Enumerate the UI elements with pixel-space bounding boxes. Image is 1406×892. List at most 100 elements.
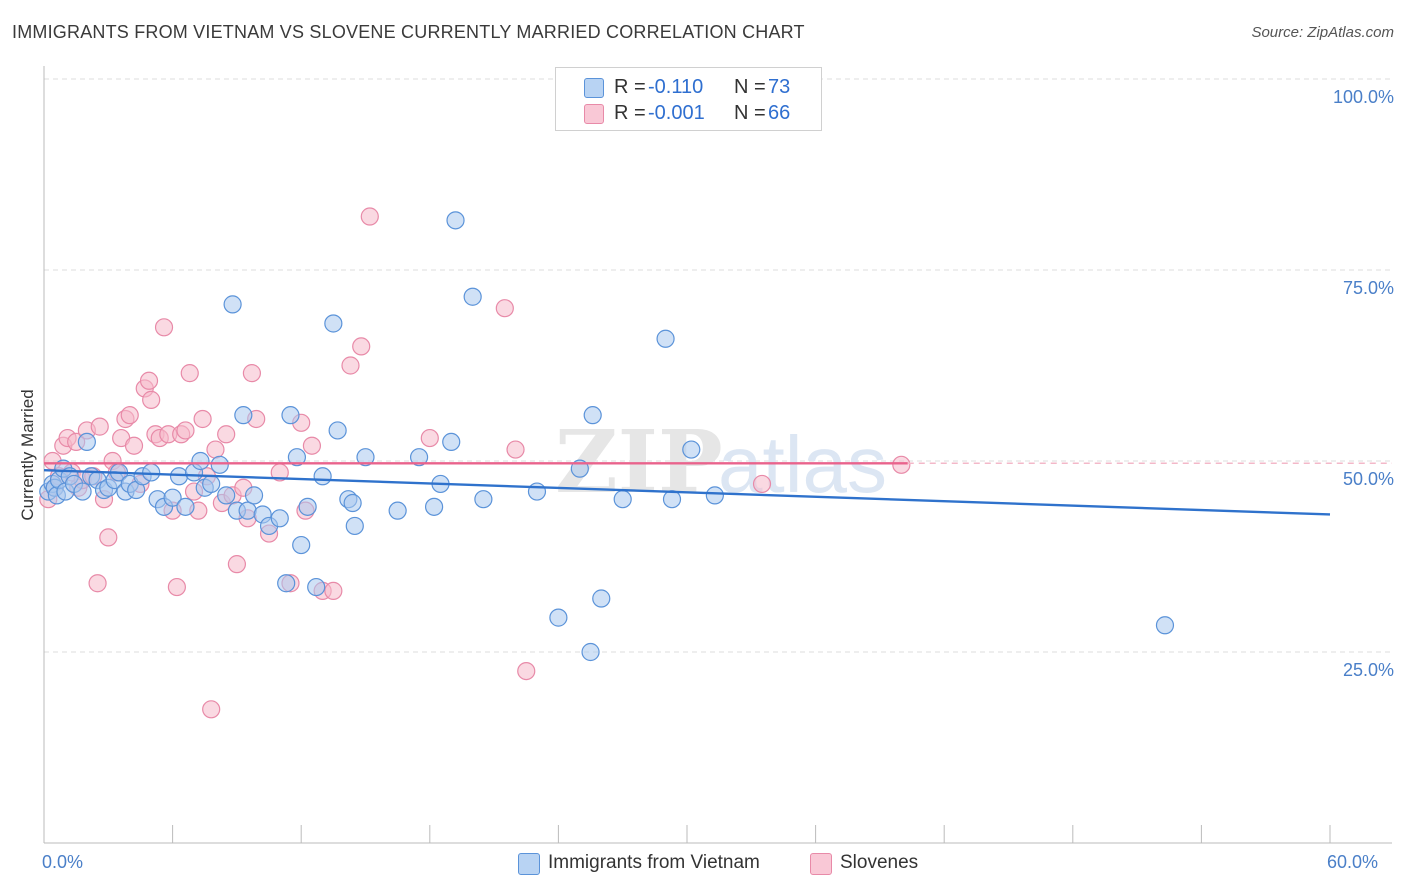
slovenes-point — [324, 581, 343, 600]
vietnam-legend-swatch — [518, 853, 540, 875]
vietnam-point — [705, 486, 724, 505]
slovenes-point — [99, 528, 118, 547]
x-tick-min: 0.0% — [42, 852, 84, 872]
slovenes-point — [176, 421, 195, 440]
vietnam-point — [583, 406, 602, 425]
vietnam-point — [238, 501, 257, 520]
vietnam-point — [169, 467, 189, 486]
slovenes-point — [352, 337, 371, 356]
vietnam-point — [313, 467, 332, 486]
slovenes-point — [154, 318, 174, 337]
vietnam-legend-label: Immigrants from Vietnam — [548, 852, 760, 873]
vietnam-point — [191, 451, 210, 471]
vietnam-point — [163, 488, 182, 507]
slovenes-point — [495, 299, 514, 318]
vietnam-point — [287, 448, 307, 467]
vietnam-point — [1155, 616, 1175, 635]
vietnam-points — [39, 211, 1175, 662]
vietnam-swatch — [584, 78, 604, 98]
n-value: 66 — [768, 102, 791, 124]
vietnam-point — [581, 642, 600, 662]
y-tick-25: 25.0% — [1342, 660, 1394, 680]
slovenes-point — [506, 440, 525, 459]
slovenes-point — [242, 364, 262, 383]
slovenes-point — [302, 436, 322, 455]
vietnam-point — [613, 490, 632, 509]
slovenes-point — [341, 356, 360, 375]
vietnam-point — [388, 501, 407, 520]
vietnam-point — [277, 574, 296, 593]
vietnam-point — [656, 329, 675, 348]
vietnam-point — [474, 490, 493, 509]
axes — [43, 66, 1392, 844]
source-label: Source: ZipAtlas.com — [1251, 24, 1394, 41]
slovenes-point — [142, 390, 161, 409]
vietnam-point — [298, 497, 317, 516]
n-label: N = — [734, 76, 766, 98]
vietnam-point — [202, 474, 221, 494]
vietnam-point — [409, 448, 429, 467]
vietnam-point — [223, 295, 242, 314]
vietnam-point — [234, 406, 253, 425]
slovenes-point — [124, 436, 144, 455]
vietnam-point — [345, 516, 364, 536]
slovenes-point — [167, 577, 186, 597]
vietnam-point — [592, 589, 611, 608]
slovenes-legend-swatch — [810, 853, 832, 875]
slovenes-point — [193, 409, 212, 429]
slovenes-point — [88, 574, 107, 593]
slovenes-legend-label: Slovenes — [840, 852, 919, 873]
y-tick-75: 75.0% — [1342, 278, 1394, 298]
y-tick-50: 50.0% — [1342, 469, 1394, 489]
vietnam-point — [356, 448, 375, 467]
slovenes-point — [90, 417, 109, 436]
slovenes-point — [227, 555, 246, 574]
vietnam-point — [549, 608, 568, 627]
slovenes-point — [217, 425, 236, 444]
vietnam-point — [442, 432, 461, 451]
slovenes-point — [752, 474, 772, 494]
vietnam-point — [463, 287, 482, 306]
r-value: -0.110 — [648, 76, 704, 98]
vietnam-point — [424, 497, 444, 516]
slovenes-point — [206, 440, 225, 459]
n-value: 73 — [768, 76, 791, 98]
stats-legend: R = -0.110 N = 73 R = -0.001 N = 66 — [555, 67, 822, 131]
vietnam-point — [682, 440, 701, 459]
slovenes-point — [517, 661, 536, 681]
vietnam-point — [662, 490, 682, 509]
slovenes-point — [892, 455, 911, 474]
stats-legend-row-slovenes: R = -0.001 N = 66 — [556, 102, 821, 128]
x-tick-max: 60.0% — [1326, 852, 1378, 872]
trend-lines — [43, 462, 1392, 516]
vietnam-point — [217, 486, 236, 505]
vietnam-point — [281, 406, 300, 425]
r-label: R = — [614, 102, 646, 124]
slovenes-point — [202, 700, 221, 719]
vietnam-point — [270, 509, 289, 528]
chart-title: IMMIGRANTS FROM VIETNAM VS SLOVENE CURRE… — [12, 22, 805, 42]
slovenes-point — [420, 428, 439, 448]
vietnam-point — [176, 497, 195, 516]
n-label: N = — [734, 102, 766, 124]
slovenes-point — [360, 207, 379, 226]
vietnam-point — [343, 493, 362, 513]
r-value: -0.001 — [648, 102, 705, 124]
vietnam-point — [73, 482, 92, 501]
vietnam-point — [244, 486, 264, 505]
vietnam-point — [292, 535, 311, 555]
slovenes-point — [120, 406, 139, 425]
vietnam-trend-line — [43, 468, 1331, 516]
stats-legend-row-vietnam: R = -0.110 N = 73 — [556, 76, 821, 102]
vietnam-point — [527, 482, 547, 501]
r-label: R = — [614, 76, 646, 98]
slovenes-point — [180, 364, 199, 383]
grid-lines — [44, 78, 1392, 653]
vietnam-point — [324, 314, 343, 333]
vietnam-point — [446, 211, 465, 230]
y-tick-100: 100.0% — [1332, 87, 1394, 107]
slovenes-swatch — [584, 104, 604, 124]
vietnam-point — [210, 455, 229, 474]
vietnam-point — [328, 421, 347, 440]
vietnam-point — [307, 577, 326, 597]
